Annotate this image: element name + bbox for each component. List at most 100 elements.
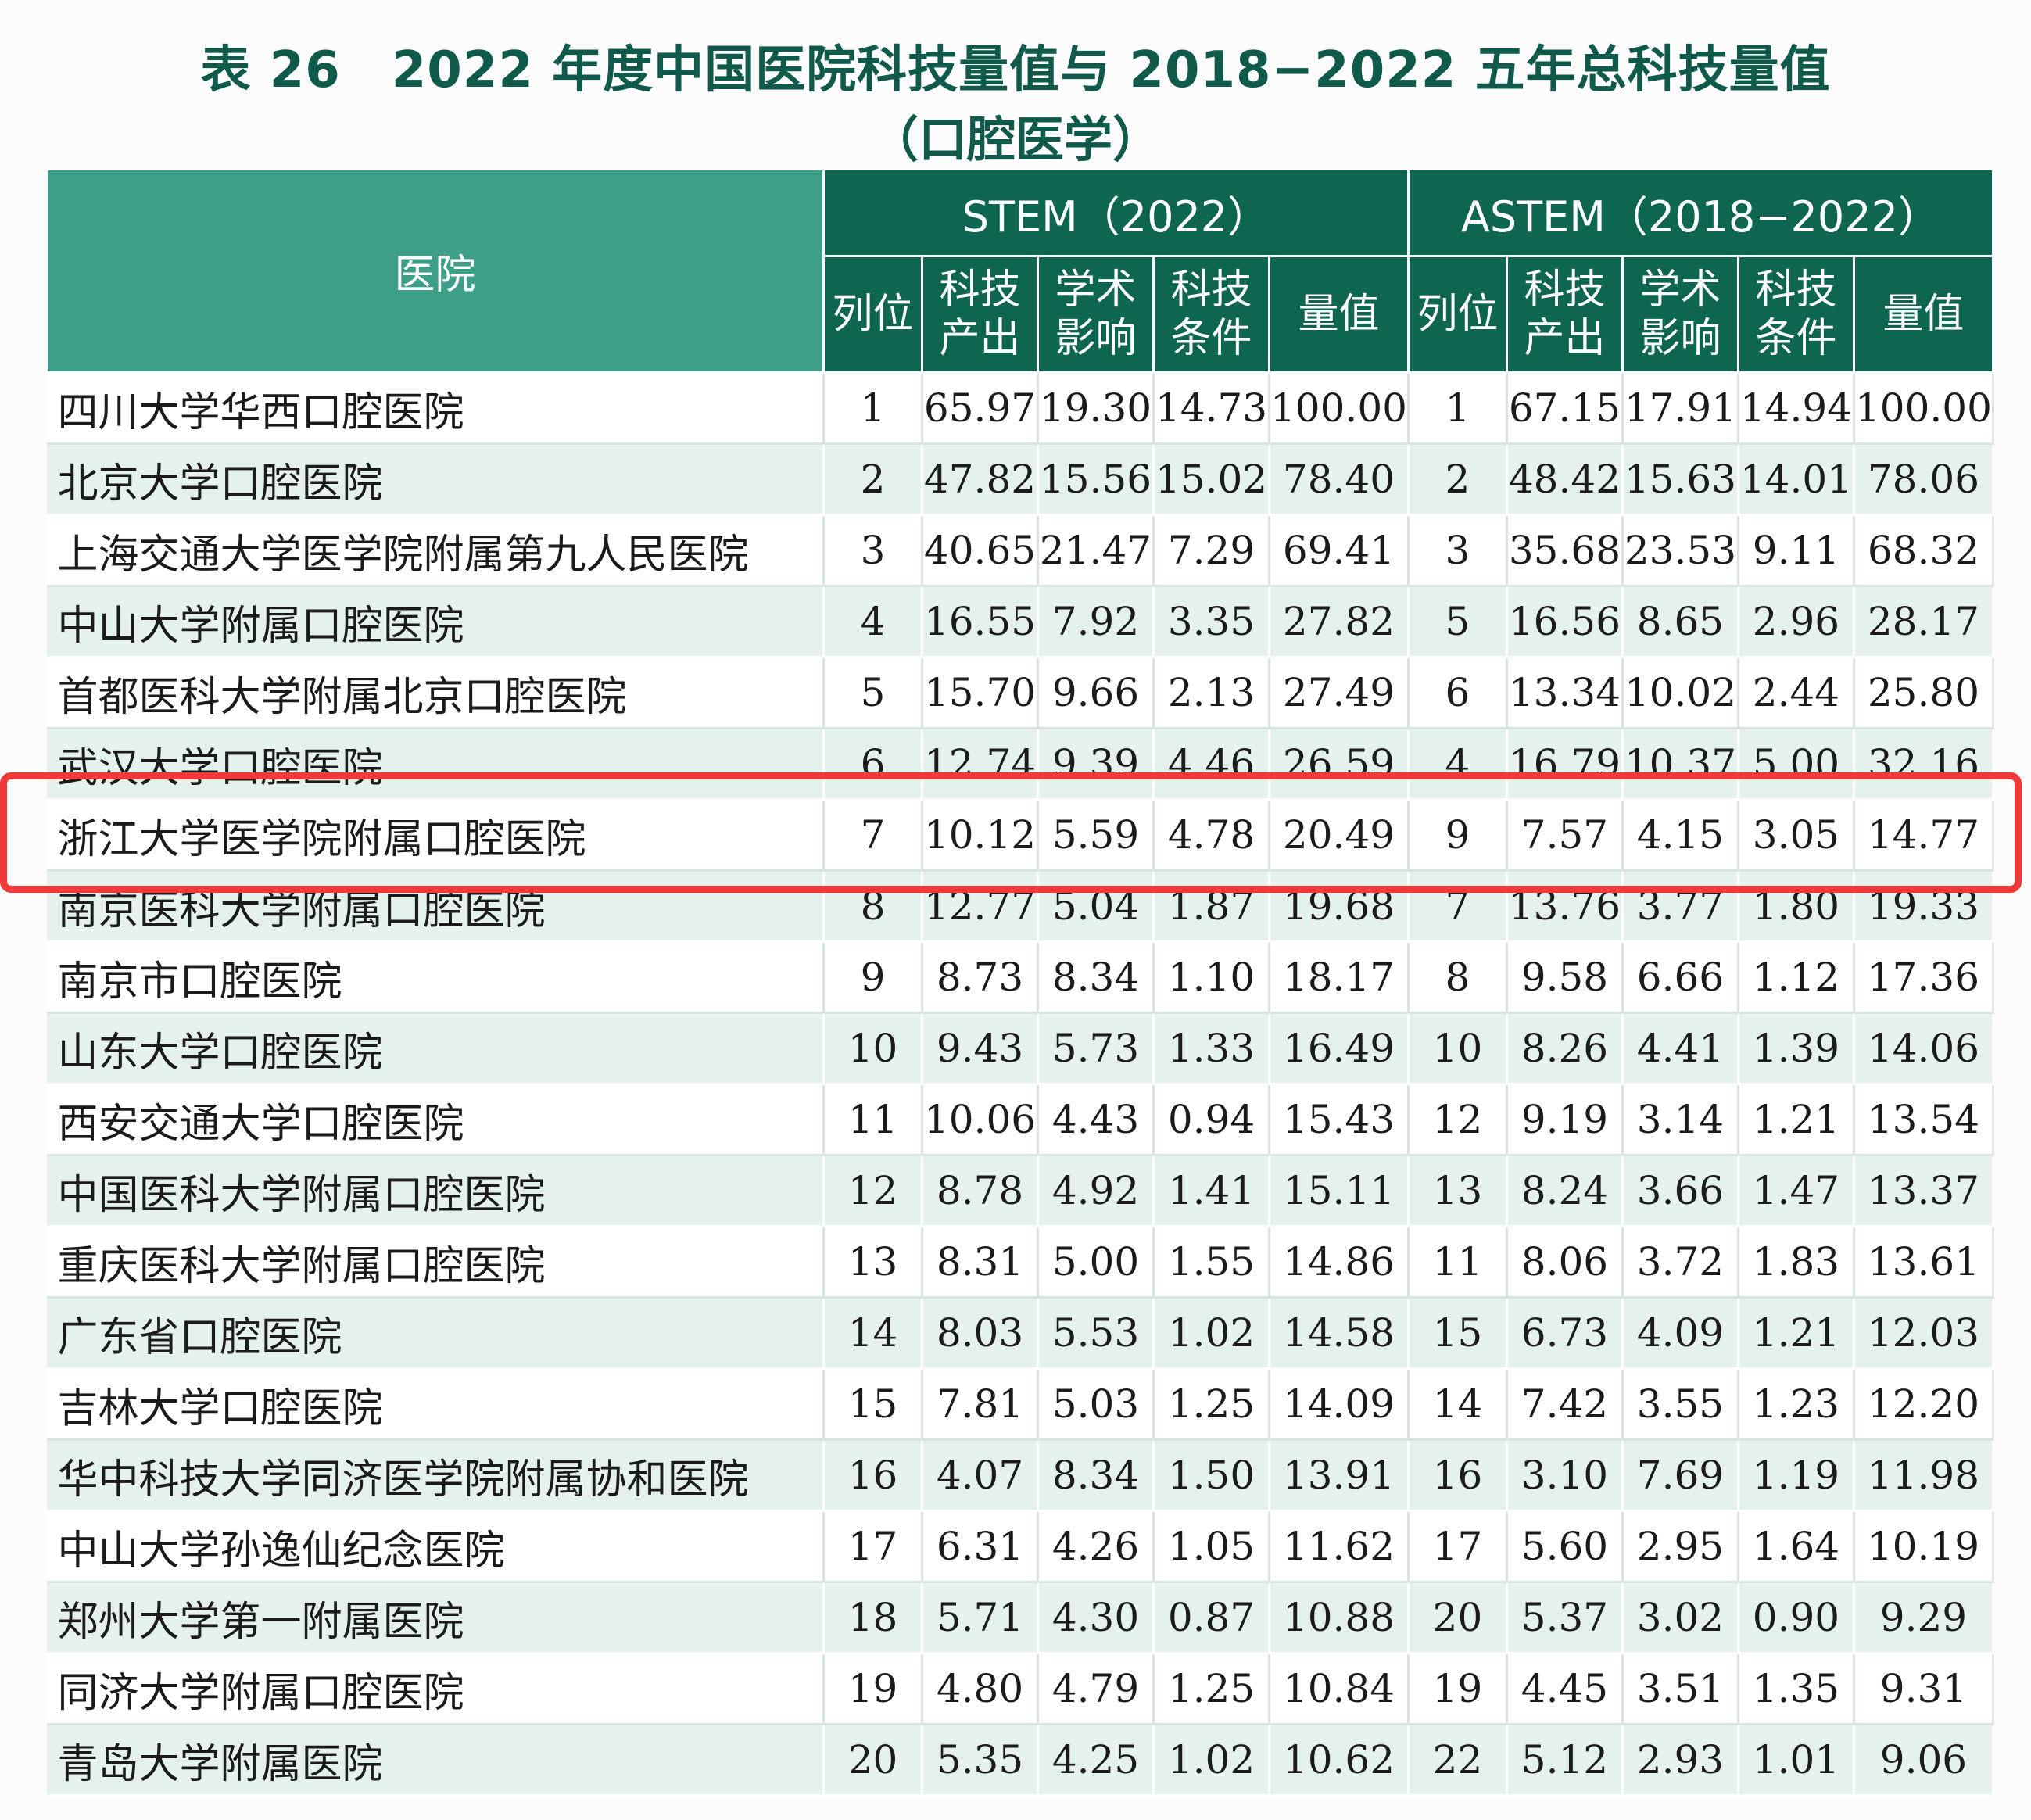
value-cell: 12.03: [1854, 1297, 1994, 1370]
value-cell: 8.78: [922, 1155, 1039, 1227]
value-cell: 1.25: [1153, 1653, 1270, 1725]
value-cell: 10.37: [1622, 728, 1739, 801]
value-cell: 12: [823, 1155, 923, 1227]
value-cell: 7.92: [1037, 586, 1155, 658]
value-cell: 1: [823, 372, 923, 445]
hospital-name-cell: 吉林大学口腔医院: [46, 1368, 825, 1441]
value-cell: 13.91: [1269, 1439, 1410, 1512]
value-cell: 3.05: [1738, 799, 1855, 872]
table-row: 中山大学孙逸仙纪念医院 17 6.31 4.26 1.05 11.62 17 5.60 2.95…: [46, 1510, 1994, 1583]
value-cell: 1.01: [1738, 1724, 1855, 1797]
value-cell: 16: [1408, 1439, 1508, 1512]
value-cell: 8.06: [1506, 1226, 1624, 1299]
value-cell: 13: [823, 1226, 923, 1299]
value-cell: 3.55: [1622, 1368, 1739, 1441]
value-cell: 3.77: [1622, 870, 1739, 943]
table-row: 中山大学附属口腔医院 4 16.55 7.92 3.35 27.82 5 16.56 8.65 2…: [46, 586, 1994, 658]
value-cell: 16: [823, 1439, 923, 1512]
value-cell: 10.62: [1269, 1724, 1410, 1797]
value-cell: 1.12: [1738, 941, 1855, 1014]
value-cell: 14: [823, 1297, 923, 1370]
value-cell: 1.41: [1153, 1155, 1270, 1227]
value-cell: 9.19: [1506, 1084, 1624, 1156]
value-cell: 8.03: [922, 1297, 1039, 1370]
value-cell: 5.00: [1037, 1226, 1155, 1299]
value-cell: 13.76: [1506, 870, 1624, 943]
value-cell: 1.50: [1153, 1439, 1270, 1512]
value-cell: 1.64: [1738, 1510, 1855, 1583]
value-cell: 19.33: [1854, 870, 1994, 943]
value-cell: 100.00: [1854, 372, 1994, 445]
table-row: 山东大学口腔医院 10 9.43 5.73 1.33 16.49 10 8.26 4.41 1.3…: [46, 1012, 1994, 1085]
value-cell: 12.74: [922, 728, 1039, 801]
table-row: 南京医科大学附属口腔医院 8 12.77 5.04 1.87 19.68 7 13.76 3.7…: [46, 870, 1994, 943]
value-cell: 26.59: [1269, 728, 1410, 801]
table-row: 青岛大学附属医院 20 5.35 4.25 1.02 10.62 22 5.12 2.93 1.0…: [46, 1724, 1994, 1797]
value-cell: 4.25: [1037, 1724, 1155, 1797]
value-cell: 6.66: [1622, 941, 1739, 1014]
value-cell: 3.72: [1622, 1226, 1739, 1299]
value-cell: 4.78: [1153, 799, 1270, 872]
value-cell: 4.15: [1622, 799, 1739, 872]
value-cell: 3.35: [1153, 586, 1270, 658]
table-row: 同济大学附属口腔医院 19 4.80 4.79 1.25 10.84 19 4.45 3.51 1…: [46, 1653, 1994, 1725]
hospital-name-cell: 中山大学附属口腔医院: [46, 586, 825, 658]
table-row: 重庆医科大学附属口腔医院 13 8.31 5.00 1.55 14.86 11 8.06 3.7…: [46, 1226, 1994, 1299]
hospital-name-cell: 华中科技大学同济医学院附属协和医院: [46, 1439, 825, 1512]
header-group-stem: STEM（2022）: [822, 168, 1410, 257]
value-cell: 7.29: [1153, 514, 1270, 587]
value-cell: 2.95: [1622, 1510, 1739, 1583]
value-cell: 100.00: [1269, 372, 1410, 445]
value-cell: 8: [1408, 941, 1508, 1014]
value-cell: 20: [823, 1724, 923, 1797]
value-cell: 17: [823, 1510, 923, 1583]
table-title: 表 26 2022 年度中国医院科技量值与 2018−2022 五年总科技量值: [200, 41, 1831, 99]
value-cell: 19.68: [1269, 870, 1410, 943]
value-cell: 5.00: [1738, 728, 1855, 801]
value-cell: 7.81: [922, 1368, 1039, 1441]
value-cell: 68.32: [1854, 514, 1994, 587]
value-cell: 40.65: [922, 514, 1039, 587]
value-cell: 0.90: [1738, 1582, 1855, 1654]
hospital-name-cell: 北京大学口腔医院: [46, 443, 825, 516]
value-cell: 1.21: [1738, 1297, 1855, 1370]
value-cell: 8.34: [1037, 1439, 1155, 1512]
value-cell: 14.58: [1269, 1297, 1410, 1370]
hospital-name-cell: 重庆医科大学附属口腔医院: [46, 1226, 825, 1299]
value-cell: 7.42: [1506, 1368, 1624, 1441]
hospital-name-cell: 郑州大学第一附属医院: [46, 1582, 825, 1654]
value-cell: 25.80: [1854, 657, 1994, 729]
value-cell: 3: [1408, 514, 1508, 587]
value-cell: 19: [823, 1653, 923, 1725]
value-cell: 9.29: [1854, 1582, 1994, 1654]
value-cell: 2: [823, 443, 923, 516]
hospital-name-cell: 四川大学华西口腔医院: [46, 372, 825, 445]
value-cell: 1.02: [1153, 1724, 1270, 1797]
table-row: 首都医科大学附属北京口腔医院 5 15.70 9.66 2.13 27.49 6 13.34 1…: [46, 657, 1994, 729]
value-cell: 3: [823, 514, 923, 587]
value-cell: 2: [1408, 443, 1508, 516]
value-cell: 3.51: [1622, 1653, 1739, 1725]
value-cell: 5.71: [922, 1582, 1039, 1654]
value-cell: 15.43: [1269, 1084, 1410, 1156]
value-cell: 8.26: [1506, 1012, 1624, 1085]
value-cell: 4.30: [1037, 1582, 1155, 1654]
value-cell: 4.46: [1153, 728, 1270, 801]
value-cell: 35.68: [1506, 514, 1624, 587]
value-cell: 6: [823, 728, 923, 801]
value-cell: 0.87: [1153, 1582, 1270, 1654]
value-cell: 3.02: [1622, 1582, 1739, 1654]
header-stem-output: 科技 产出: [921, 255, 1039, 374]
hospital-name-cell: 广东省口腔医院: [46, 1297, 825, 1370]
value-cell: 17.36: [1854, 941, 1994, 1014]
value-cell: 78.40: [1269, 443, 1410, 516]
table-row: 四川大学华西口腔医院 1 65.97 19.30 14.73 100.00 1 67.15 17…: [46, 372, 1994, 445]
value-cell: 2.13: [1153, 657, 1270, 729]
value-cell: 9.66: [1037, 657, 1155, 729]
value-cell: 5.73: [1037, 1012, 1155, 1085]
value-cell: 14.86: [1269, 1226, 1410, 1299]
value-cell: 15.11: [1269, 1155, 1410, 1227]
value-cell: 15: [1408, 1297, 1508, 1370]
value-cell: 8.24: [1506, 1155, 1624, 1227]
value-cell: 5: [1408, 586, 1508, 658]
